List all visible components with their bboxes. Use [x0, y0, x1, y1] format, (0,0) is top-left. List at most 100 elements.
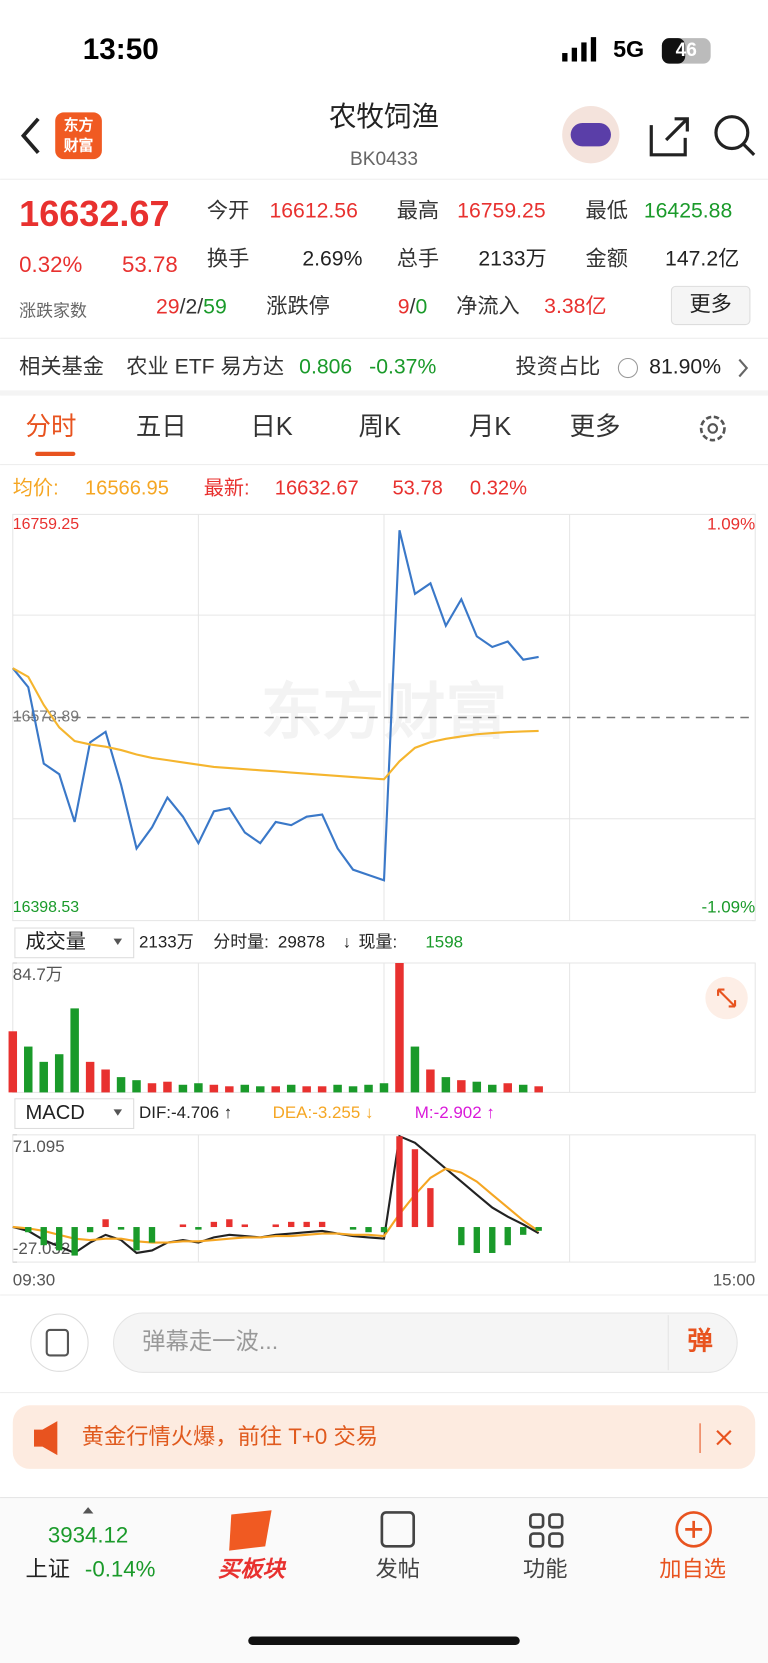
stat-label: 最低	[586, 199, 628, 223]
volume-bar	[503, 1083, 512, 1093]
clock: 13:50	[83, 33, 159, 66]
settings-button[interactable]	[699, 415, 726, 442]
arrow: ↓	[343, 932, 351, 951]
page-title: 农牧饲渔	[329, 101, 439, 132]
tab[interactable]: 日K	[250, 413, 292, 441]
danmaku-button[interactable]: 弹	[687, 1327, 712, 1355]
series-line	[12, 667, 539, 781]
back-button[interactable]	[20, 117, 40, 154]
tab-underline	[35, 451, 76, 457]
nav-item[interactable]: 功能	[523, 1557, 568, 1582]
limit-up: 9	[398, 295, 410, 318]
stat-value: 16759.25	[457, 200, 545, 223]
limit-label: 涨跌停	[266, 294, 330, 318]
divider	[0, 390, 768, 396]
macd-bar	[226, 1219, 233, 1228]
watermark: 东方财富	[261, 678, 507, 747]
macd-bar	[365, 1227, 372, 1233]
nav-item[interactable]: 买板块	[218, 1557, 287, 1582]
latest-change: 53.78	[392, 477, 442, 499]
stat-value: 16425.88	[644, 200, 732, 223]
volume-bar	[348, 1086, 358, 1093]
breadth-down: 59	[203, 295, 227, 318]
sep: /	[180, 295, 186, 318]
nav-item[interactable]: 发帖	[376, 1557, 421, 1582]
fund-label: 相关基金	[19, 355, 104, 379]
search-button[interactable]	[714, 115, 750, 151]
macd-bar	[427, 1188, 434, 1228]
macd-bar	[303, 1221, 310, 1228]
tab[interactable]: 更多	[570, 413, 621, 441]
macd-bar	[288, 1221, 295, 1228]
comment-input[interactable]	[113, 1312, 738, 1373]
indicator-selector[interactable]	[14, 1098, 135, 1129]
volume-bar	[395, 963, 404, 1093]
index-value: 3934.12	[48, 1523, 129, 1548]
tabs: 分时 五日 日K 周K 月K 更多	[26, 413, 621, 441]
post-icon	[380, 1511, 416, 1548]
y-tick-label: 16398.53	[13, 899, 79, 916]
tab[interactable]: 周K	[359, 413, 401, 441]
banner[interactable]	[12, 1405, 756, 1469]
time-label: 15:00	[713, 1271, 755, 1290]
battery-level	[661, 38, 686, 64]
volume-bar	[116, 1077, 126, 1093]
expand-icon	[717, 988, 737, 1008]
pct: 0.32%	[19, 252, 82, 277]
macd-bar	[25, 1227, 32, 1233]
help-icon[interactable]	[617, 357, 639, 379]
dif-label: DIF:-4.706 ↑	[139, 1103, 232, 1122]
fund-pct: -0.37%	[369, 356, 436, 379]
logo	[55, 112, 102, 160]
volume-selector[interactable]	[14, 927, 135, 959]
index-name: 上证	[26, 1557, 71, 1582]
selector-text: 成交量	[26, 930, 86, 953]
macd-bar	[504, 1227, 511, 1246]
inflow-label: 净流入	[456, 294, 520, 318]
dropdown-icon	[113, 938, 123, 945]
tab[interactable]: 月K	[469, 413, 511, 441]
volume-bar	[24, 1046, 33, 1093]
sep: /	[197, 295, 203, 318]
y-tick-label: 16578.89	[13, 709, 79, 726]
logo-text: 财富	[64, 136, 94, 154]
tab[interactable]: 五日	[136, 413, 187, 441]
more-text: 更多	[689, 292, 731, 316]
volume-bar	[8, 1031, 18, 1093]
expand-index[interactable]	[82, 1507, 94, 1514]
more-button[interactable]	[670, 285, 751, 326]
series-line	[12, 1167, 540, 1244]
stat-label: 最高	[397, 199, 439, 223]
code: BK0433	[350, 149, 418, 170]
share-button[interactable]	[649, 117, 689, 157]
macd-bar	[210, 1221, 218, 1228]
banner-text: 黄金行情火爆，前往 T+0 交易	[82, 1424, 378, 1449]
comment-list-button[interactable]	[30, 1313, 89, 1372]
volume-bar	[163, 1081, 172, 1093]
macd-bar	[489, 1227, 496, 1253]
fund-name: 农业 ETF 易方达	[126, 355, 284, 379]
stats: 今开 16612.56 最高 16759.25 最低 16425.88 0.32…	[19, 199, 739, 321]
volume-bar	[426, 1069, 435, 1093]
home-indicator	[248, 1636, 520, 1645]
volume-bar	[240, 1084, 250, 1093]
search-handle	[742, 143, 756, 156]
ratio-label: 投资占比	[516, 355, 601, 379]
nav-item[interactable]: 加自选	[659, 1557, 726, 1582]
tab[interactable]: 分时	[26, 413, 77, 441]
change: 53.78	[122, 252, 178, 277]
sep: /	[410, 295, 416, 318]
volume-bar	[410, 1046, 420, 1093]
info-row: 均价: 16566.95 最新: 16632.67 53.78 0.32%	[13, 476, 527, 499]
m-label: M:-2.902 ↑	[415, 1103, 495, 1122]
volume-bar	[333, 1084, 342, 1093]
volume-total: 2133万	[139, 932, 194, 951]
volume-bar	[379, 1083, 389, 1093]
breadth-flat: 2	[185, 295, 197, 318]
fund-row[interactable]: 相关基金 农业 ETF 易方达 0.806 -0.37% 投资占比 81.90%	[19, 355, 749, 379]
close-banner[interactable]	[716, 1429, 732, 1446]
index-pct: -0.14%	[85, 1557, 156, 1582]
volume-bar	[256, 1086, 265, 1093]
